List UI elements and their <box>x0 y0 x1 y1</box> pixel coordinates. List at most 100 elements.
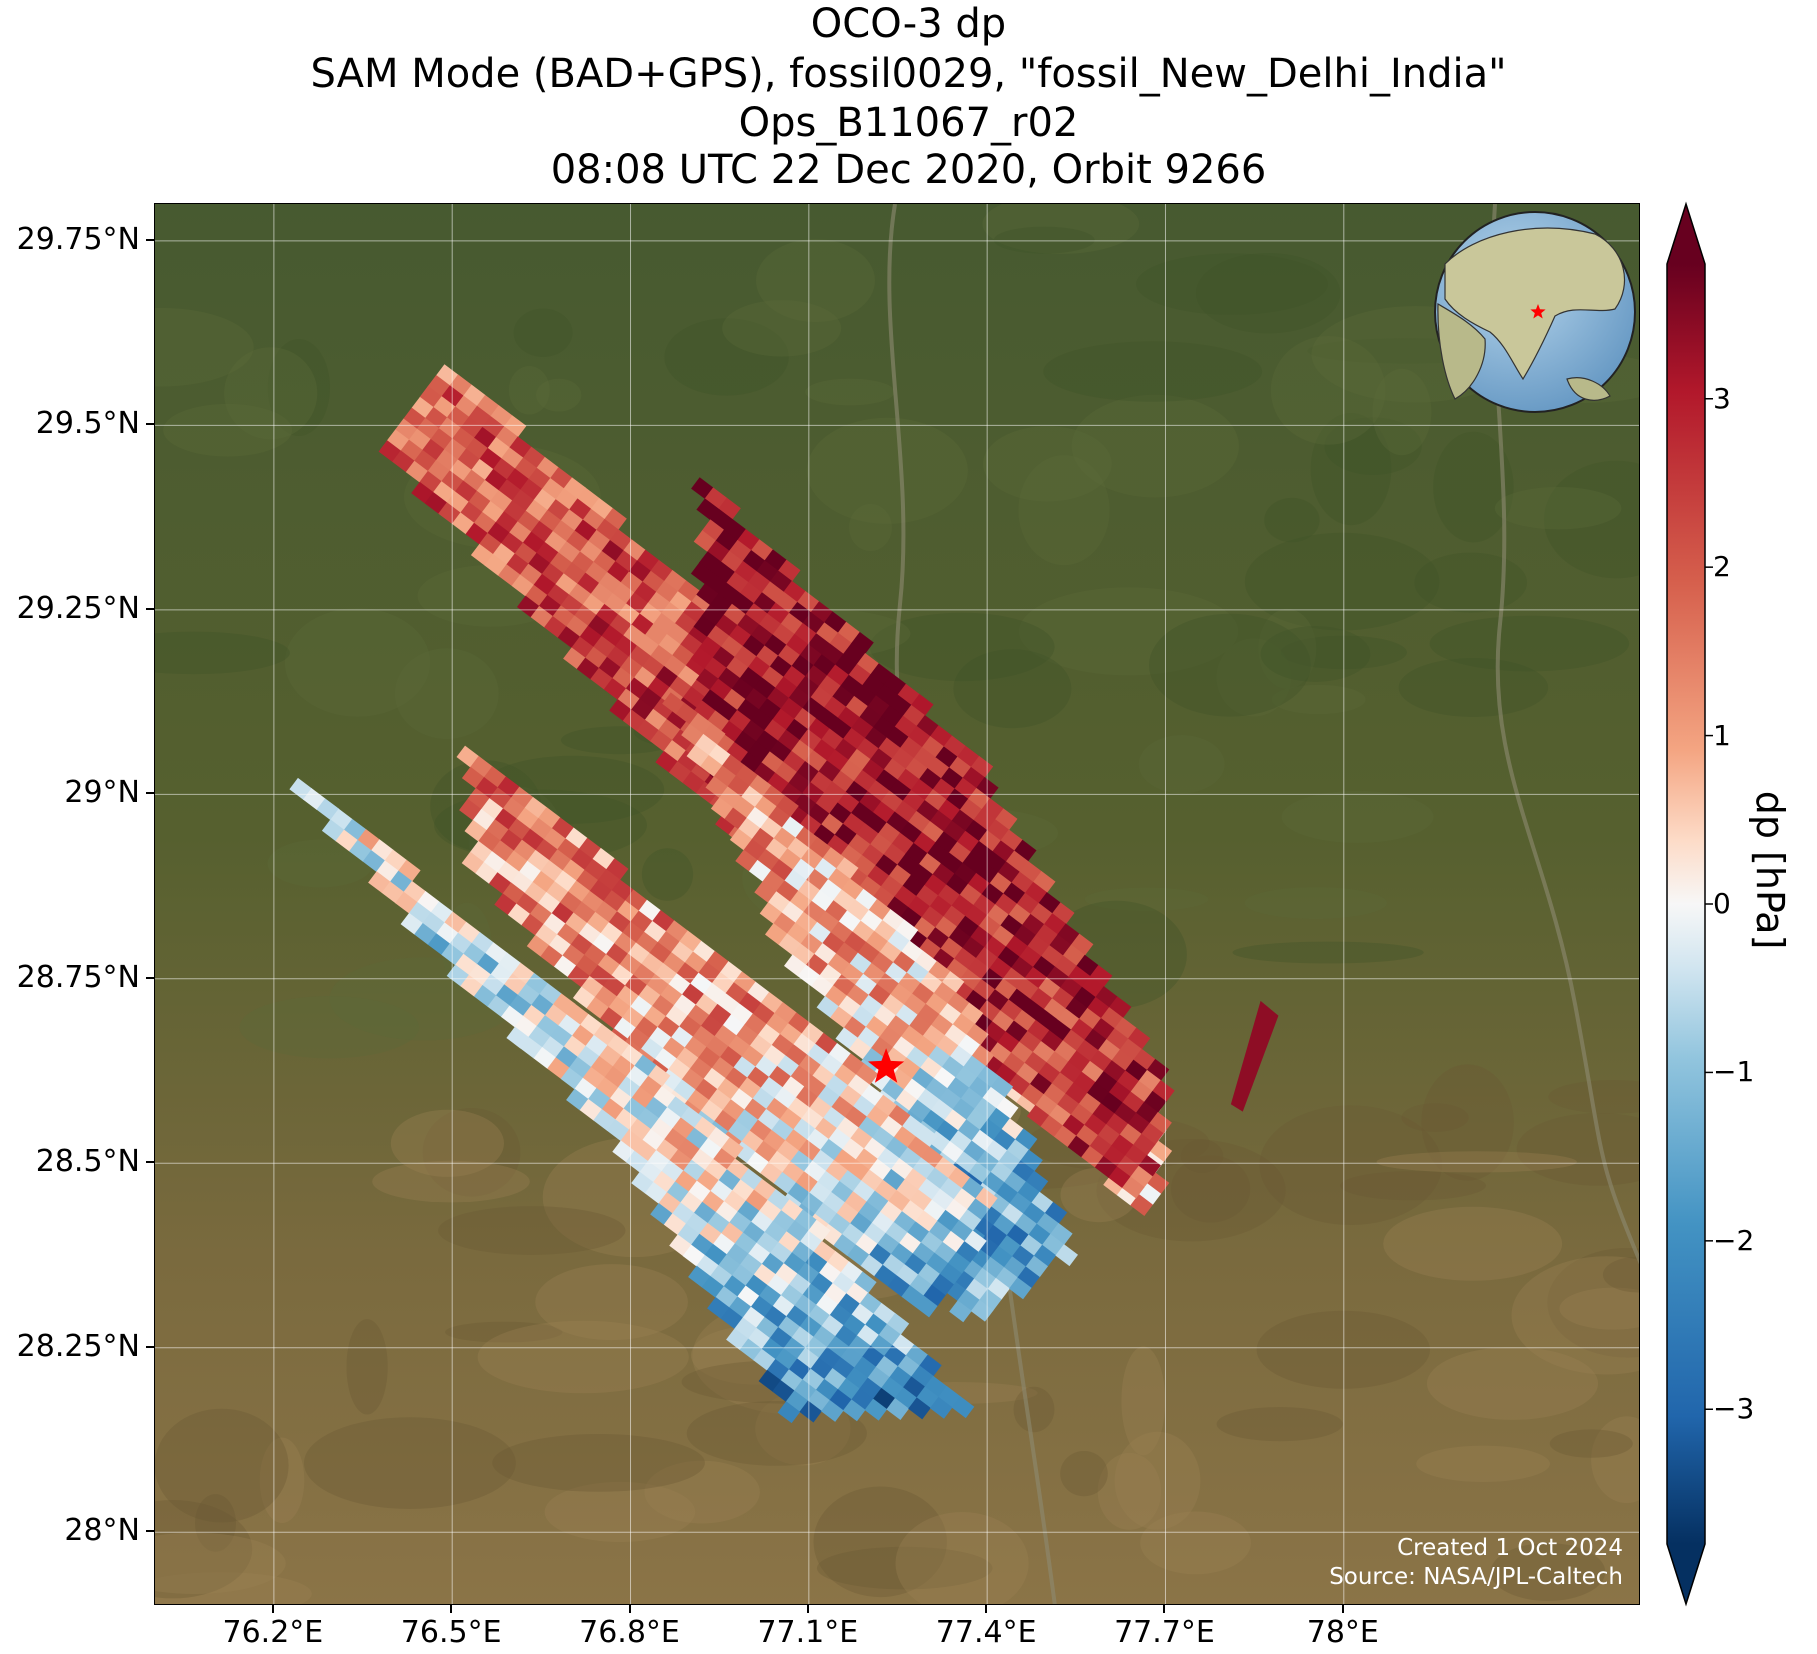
lon-tick-label: 77.4°E <box>935 1615 1037 1650</box>
sounding <box>663 655 687 677</box>
sounding <box>769 740 792 763</box>
sounding <box>617 688 641 711</box>
sounding <box>852 1180 876 1203</box>
sounding <box>842 642 866 665</box>
sounding <box>831 1096 854 1118</box>
sounding <box>739 1253 763 1276</box>
sounding <box>859 1377 882 1400</box>
sounding <box>658 1192 682 1215</box>
sounding <box>761 1252 785 1275</box>
target-star-marker[interactable] <box>868 1048 905 1083</box>
sounding <box>669 1149 693 1172</box>
sounding <box>696 498 720 521</box>
sounding <box>666 1096 690 1119</box>
sounding <box>551 902 575 925</box>
target-star[interactable] <box>868 1048 905 1083</box>
sounding <box>763 719 787 742</box>
sounding <box>714 699 738 722</box>
sounding <box>743 1098 767 1121</box>
sounding <box>638 899 662 922</box>
sounding <box>725 741 749 764</box>
sounding <box>667 1058 691 1081</box>
sounding <box>432 481 456 504</box>
sounding <box>590 497 614 520</box>
sounding <box>994 893 1018 916</box>
sounding <box>1037 1062 1061 1085</box>
terrain-patch <box>849 504 892 551</box>
sounding <box>671 644 695 667</box>
lat-tick-mark <box>146 607 154 610</box>
sounding <box>801 782 825 805</box>
sounding <box>703 982 727 1005</box>
sounding <box>918 938 942 960</box>
sounding <box>487 437 511 459</box>
map-panel[interactable]: Created 1 Oct 2024 Source: NASA/JPL-Calt… <box>154 203 1640 1605</box>
sounding <box>677 1138 701 1161</box>
sounding <box>1024 966 1048 989</box>
sounding <box>622 709 646 732</box>
sounding <box>449 374 473 397</box>
sounding <box>749 1119 773 1142</box>
sounding <box>566 1088 589 1111</box>
sounding <box>649 941 672 964</box>
sounding <box>723 603 747 626</box>
sounding <box>636 549 660 572</box>
sounding <box>394 418 418 441</box>
sounding <box>920 1231 944 1254</box>
title-line-4: 08:08 UTC 22 Dec 2020, Orbit 9266 <box>550 147 1267 193</box>
sounding <box>497 861 520 884</box>
terrain-patch <box>1097 1452 1162 1530</box>
terrain-patch <box>513 308 573 357</box>
sounding <box>785 1390 809 1413</box>
sounding <box>726 1158 750 1181</box>
sounding <box>986 904 1010 927</box>
sounding <box>821 1314 844 1337</box>
sounding <box>979 1118 1003 1141</box>
sounding <box>509 436 532 459</box>
sounding <box>483 766 507 789</box>
lon-tick-mark <box>1341 1605 1344 1613</box>
sounding <box>565 827 588 850</box>
sounding <box>861 1345 885 1368</box>
sounding <box>416 417 440 440</box>
sounding <box>707 1297 730 1319</box>
terrain-patch <box>1149 613 1311 717</box>
sounding <box>727 1120 751 1143</box>
sounding <box>1038 892 1061 915</box>
sounding <box>1010 1041 1034 1064</box>
sounding <box>802 1368 825 1391</box>
sounding <box>1067 965 1091 988</box>
sounding <box>788 686 812 709</box>
sounding <box>628 1118 652 1141</box>
sounding <box>560 594 584 617</box>
sounding <box>534 924 558 946</box>
sounding <box>725 1067 748 1090</box>
sounding <box>780 697 803 720</box>
sounding <box>612 1140 635 1163</box>
sounding <box>864 727 888 750</box>
sounding <box>962 851 985 874</box>
sounding <box>861 759 885 782</box>
sounding <box>725 656 749 679</box>
terrain-patch <box>1018 455 1110 566</box>
sounding <box>973 809 996 831</box>
sounding <box>989 872 1013 895</box>
sounding <box>718 1169 741 1192</box>
sounding <box>524 881 547 904</box>
sounding <box>454 953 478 976</box>
sounding <box>802 697 825 720</box>
sounding <box>895 919 919 942</box>
sounding <box>698 551 722 574</box>
terrain-patch <box>1138 735 1225 794</box>
sounding <box>488 872 512 895</box>
sounding <box>376 860 399 883</box>
sounding <box>807 1304 831 1327</box>
sounding <box>875 1355 899 1378</box>
sounding <box>844 1106 868 1129</box>
sounding <box>655 665 679 688</box>
sounding <box>642 570 665 593</box>
sounding <box>651 910 675 932</box>
sounding <box>870 1334 893 1357</box>
sounding <box>655 1139 679 1162</box>
sounding <box>433 396 456 419</box>
